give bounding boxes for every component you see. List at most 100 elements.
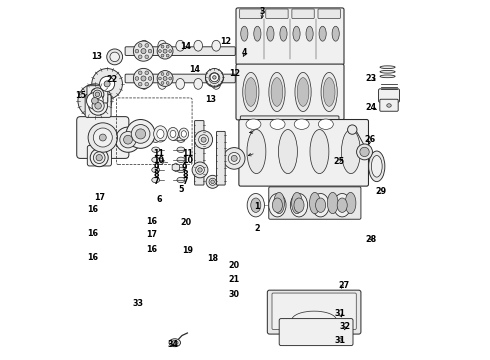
Text: 22: 22	[106, 76, 118, 85]
Ellipse shape	[168, 127, 178, 140]
Text: 34: 34	[168, 341, 178, 349]
Text: 12: 12	[220, 37, 231, 46]
Circle shape	[201, 137, 206, 142]
FancyBboxPatch shape	[125, 74, 235, 83]
Circle shape	[148, 49, 152, 53]
Text: 7: 7	[182, 177, 188, 186]
Circle shape	[92, 100, 104, 112]
Circle shape	[78, 84, 112, 118]
Ellipse shape	[243, 72, 259, 112]
Circle shape	[145, 55, 148, 59]
FancyBboxPatch shape	[236, 64, 344, 120]
FancyBboxPatch shape	[87, 86, 108, 103]
Text: 16: 16	[87, 229, 98, 238]
Ellipse shape	[297, 78, 309, 106]
Circle shape	[148, 77, 152, 80]
Ellipse shape	[158, 78, 167, 89]
Text: 26: 26	[365, 135, 376, 144]
Circle shape	[166, 73, 169, 76]
Circle shape	[141, 49, 146, 54]
Ellipse shape	[380, 75, 395, 78]
Circle shape	[166, 81, 169, 84]
Text: 25: 25	[333, 157, 344, 166]
Text: 28: 28	[366, 235, 377, 244]
Ellipse shape	[247, 194, 265, 217]
Text: 15: 15	[75, 91, 86, 100]
Circle shape	[223, 148, 245, 169]
Ellipse shape	[157, 158, 164, 165]
FancyBboxPatch shape	[240, 9, 262, 18]
Ellipse shape	[176, 40, 185, 51]
Text: 16: 16	[87, 253, 98, 262]
Circle shape	[99, 134, 106, 141]
Ellipse shape	[177, 167, 185, 172]
Ellipse shape	[157, 129, 164, 138]
Ellipse shape	[177, 137, 185, 142]
Ellipse shape	[319, 26, 326, 41]
Ellipse shape	[306, 26, 313, 41]
Ellipse shape	[158, 40, 167, 51]
Ellipse shape	[177, 177, 185, 183]
Text: 3: 3	[259, 7, 265, 16]
Ellipse shape	[269, 194, 286, 217]
Text: 29: 29	[375, 187, 387, 196]
Circle shape	[126, 120, 155, 148]
Circle shape	[95, 103, 101, 109]
Circle shape	[138, 44, 142, 47]
Text: 11: 11	[153, 149, 164, 158]
Ellipse shape	[140, 40, 148, 51]
Circle shape	[138, 55, 142, 59]
Ellipse shape	[294, 119, 309, 129]
Text: 33: 33	[133, 298, 144, 307]
Text: 16: 16	[146, 245, 157, 253]
Ellipse shape	[334, 194, 351, 217]
Circle shape	[209, 73, 220, 84]
FancyBboxPatch shape	[379, 89, 399, 102]
Circle shape	[107, 49, 122, 65]
Circle shape	[138, 71, 142, 75]
Polygon shape	[350, 128, 367, 153]
Ellipse shape	[172, 341, 178, 345]
Text: 17: 17	[94, 193, 105, 202]
Ellipse shape	[140, 78, 148, 89]
Ellipse shape	[267, 26, 274, 41]
Ellipse shape	[321, 72, 337, 112]
Text: 31: 31	[334, 336, 345, 345]
Ellipse shape	[212, 78, 220, 89]
Ellipse shape	[368, 151, 385, 181]
Ellipse shape	[152, 157, 160, 162]
Text: 13: 13	[205, 94, 217, 104]
Circle shape	[192, 162, 208, 178]
Circle shape	[205, 69, 223, 87]
Circle shape	[169, 77, 171, 80]
Ellipse shape	[169, 339, 180, 347]
Ellipse shape	[295, 72, 311, 112]
Ellipse shape	[271, 78, 283, 106]
Circle shape	[123, 135, 132, 144]
Circle shape	[145, 82, 148, 86]
Ellipse shape	[316, 198, 326, 212]
FancyBboxPatch shape	[239, 120, 368, 186]
Circle shape	[198, 135, 209, 145]
Circle shape	[206, 175, 219, 188]
Ellipse shape	[179, 128, 189, 140]
Ellipse shape	[310, 192, 320, 214]
Circle shape	[96, 154, 102, 161]
Circle shape	[120, 131, 136, 148]
Ellipse shape	[272, 198, 282, 212]
Circle shape	[357, 144, 372, 160]
Text: 31: 31	[334, 309, 345, 318]
Circle shape	[90, 149, 108, 167]
Text: 9: 9	[182, 163, 188, 172]
Text: 2: 2	[254, 224, 260, 233]
Ellipse shape	[152, 177, 160, 183]
Circle shape	[169, 50, 171, 53]
Circle shape	[93, 90, 101, 99]
Ellipse shape	[310, 130, 329, 174]
Circle shape	[157, 43, 173, 59]
FancyBboxPatch shape	[272, 293, 356, 329]
FancyBboxPatch shape	[217, 131, 225, 185]
Circle shape	[138, 82, 142, 86]
Circle shape	[161, 45, 164, 48]
Text: 16: 16	[87, 205, 98, 214]
